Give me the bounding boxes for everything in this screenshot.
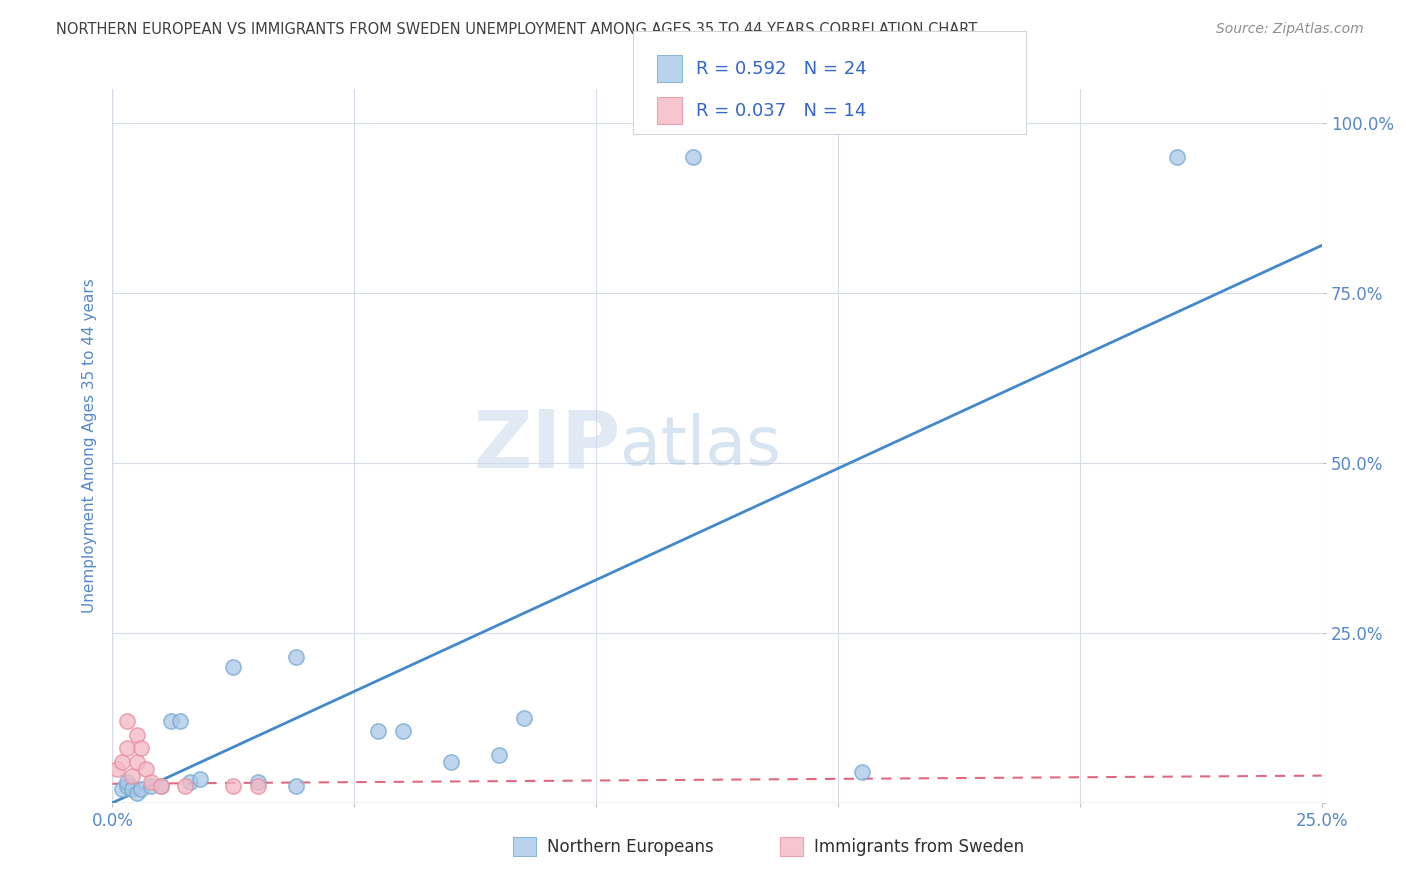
Point <box>149 779 172 793</box>
Point <box>131 782 153 797</box>
Point <box>131 741 153 756</box>
Text: ZIP: ZIP <box>472 407 620 485</box>
Y-axis label: Unemployment Among Ages 35 to 44 years: Unemployment Among Ages 35 to 44 years <box>82 278 97 614</box>
Point <box>141 775 163 789</box>
Point <box>188 772 211 786</box>
Point <box>246 775 269 789</box>
Point <box>125 786 148 800</box>
Text: Northern Europeans: Northern Europeans <box>547 838 714 855</box>
Point <box>115 775 138 789</box>
Point <box>121 769 143 783</box>
Point <box>115 714 138 729</box>
Point <box>105 762 128 776</box>
Point <box>141 779 163 793</box>
Point <box>1166 150 1188 164</box>
Point <box>512 711 534 725</box>
Text: R = 0.592   N = 24: R = 0.592 N = 24 <box>696 60 866 78</box>
Point <box>367 724 389 739</box>
Text: atlas: atlas <box>620 413 782 479</box>
Point <box>135 762 157 776</box>
Text: Immigrants from Sweden: Immigrants from Sweden <box>814 838 1024 855</box>
Point <box>125 755 148 769</box>
Point <box>149 779 172 793</box>
Point <box>488 748 510 763</box>
Point <box>174 779 197 793</box>
Point <box>125 728 148 742</box>
Point <box>121 782 143 797</box>
Text: NORTHERN EUROPEAN VS IMMIGRANTS FROM SWEDEN UNEMPLOYMENT AMONG AGES 35 TO 44 YEA: NORTHERN EUROPEAN VS IMMIGRANTS FROM SWE… <box>56 22 977 37</box>
Point <box>169 714 191 729</box>
Point <box>115 741 138 756</box>
Point <box>682 150 704 164</box>
Point <box>246 779 269 793</box>
Point <box>222 660 245 674</box>
Point <box>111 782 134 797</box>
Point <box>111 755 134 769</box>
Point <box>159 714 181 729</box>
Point <box>222 779 245 793</box>
Point <box>179 775 201 789</box>
Point <box>851 765 873 780</box>
Point <box>440 755 463 769</box>
Text: Source: ZipAtlas.com: Source: ZipAtlas.com <box>1216 22 1364 37</box>
Point <box>285 779 308 793</box>
Text: R = 0.037   N = 14: R = 0.037 N = 14 <box>696 102 866 120</box>
Point <box>115 779 138 793</box>
Point <box>285 649 308 664</box>
Point <box>391 724 413 739</box>
